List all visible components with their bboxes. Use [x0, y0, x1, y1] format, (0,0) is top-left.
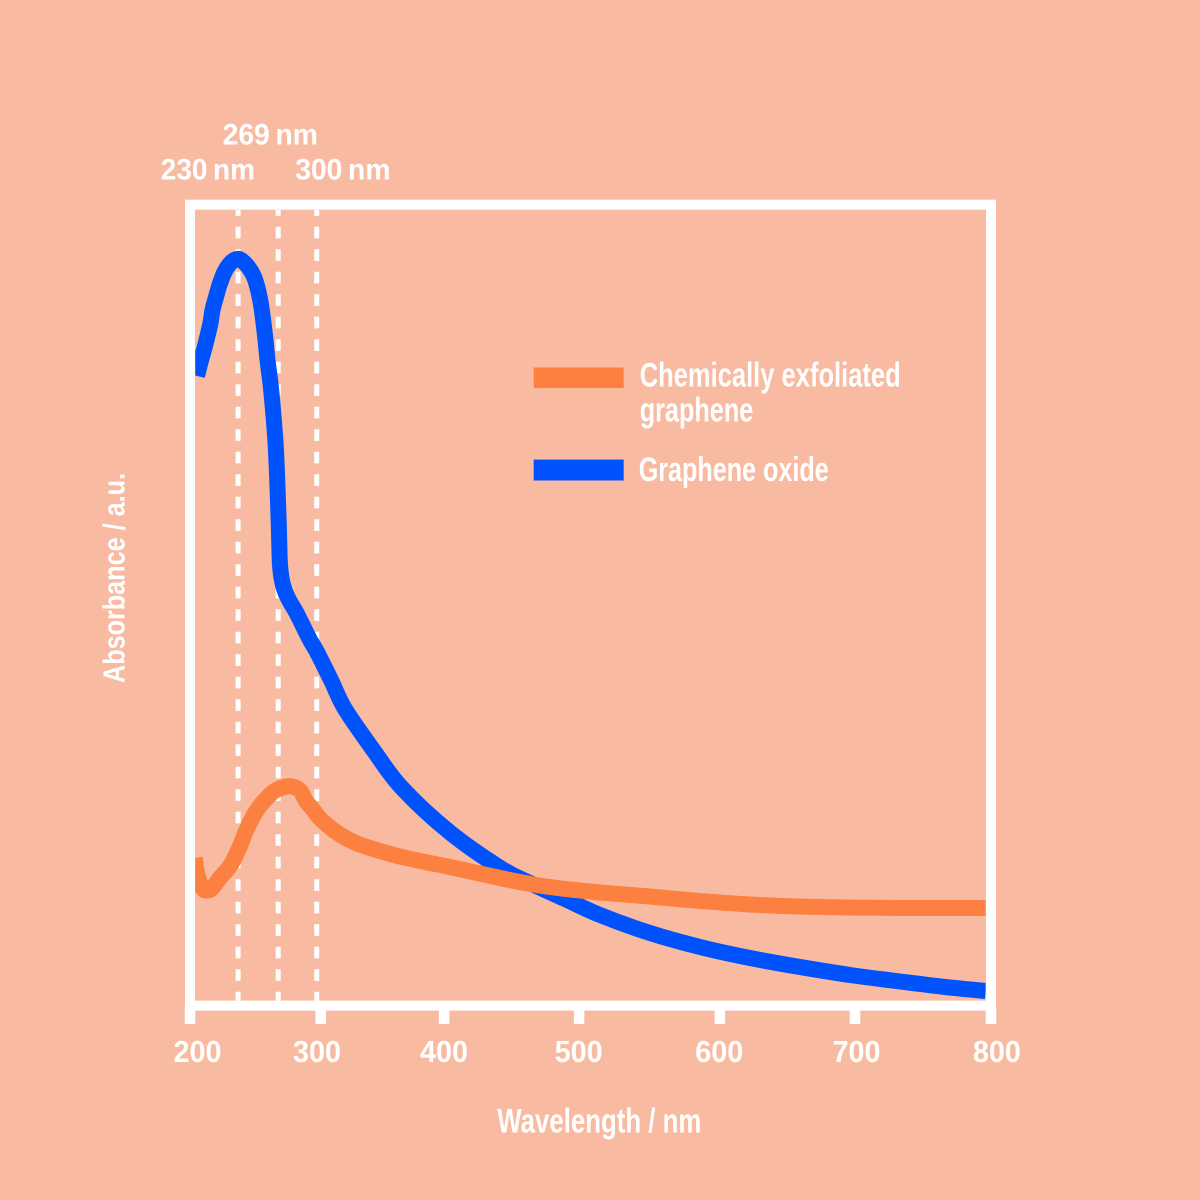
svg-text:Graphene oxide: Graphene oxide	[639, 451, 829, 489]
svg-text:Chemically exfoliated: Chemically exfoliated	[640, 356, 901, 394]
svg-text:230 nm: 230 nm	[161, 153, 255, 186]
svg-text:Wavelength / nm: Wavelength / nm	[497, 1103, 701, 1141]
svg-text:400: 400	[420, 1034, 468, 1069]
svg-text:Absorbance / a.u.: Absorbance / a.u.	[96, 473, 131, 683]
svg-text:600: 600	[695, 1034, 743, 1069]
svg-text:700: 700	[833, 1034, 881, 1069]
svg-text:graphene: graphene	[640, 391, 754, 429]
svg-text:269 nm: 269 nm	[223, 119, 318, 152]
svg-text:500: 500	[555, 1034, 603, 1069]
svg-text:800: 800	[973, 1034, 1021, 1069]
svg-text:200: 200	[174, 1034, 222, 1069]
svg-text:300 nm: 300 nm	[295, 153, 390, 186]
svg-text:300: 300	[293, 1034, 341, 1069]
